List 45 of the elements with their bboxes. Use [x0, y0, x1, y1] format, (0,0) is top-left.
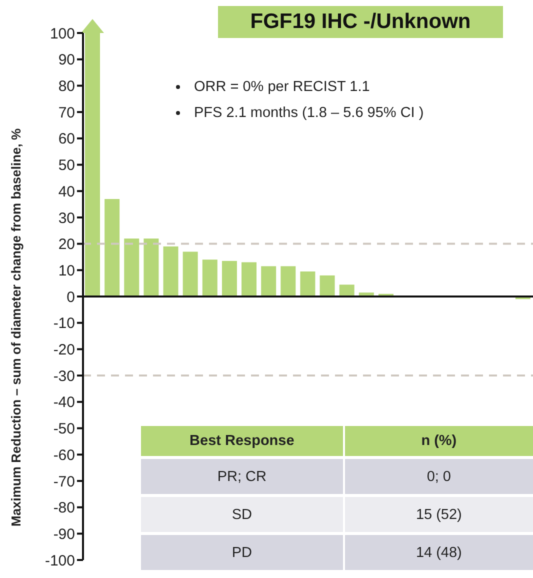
y-tick-label: 0 [66, 288, 75, 306]
annotation: 15 (52) [414, 506, 463, 524]
y-tick-label: 100 [50, 25, 75, 42]
bar [320, 275, 335, 296]
y-tick-label: 40 [58, 183, 75, 200]
chart-title: FGF19 IHC -/Unknown [218, 6, 503, 38]
y-axis-title: Maximum Reduction – sum of diameter change from baseline, % [8, 128, 24, 526]
y-tick-label: 60 [58, 130, 75, 148]
annotation: PD [141, 535, 345, 570]
bar [144, 238, 159, 296]
bar [242, 262, 257, 296]
y-tick-label: -20 [53, 342, 75, 359]
y-tick-label: -80 [53, 500, 75, 517]
y-tick-label: 80 [58, 78, 75, 96]
bar [124, 238, 140, 296]
bar [104, 199, 120, 296]
bar [182, 252, 198, 296]
annotation: PFS 2.1 months (1.8 – 5.6 95% CI ) [194, 105, 424, 121]
annotation: 14 (48) [414, 544, 463, 562]
y-tick-label: -70 [53, 473, 75, 490]
bar [280, 266, 296, 296]
y-tick-label: 70 [58, 104, 75, 122]
annotation: SD [141, 497, 345, 532]
y-tick-label: -40 [53, 394, 75, 412]
bar [222, 260, 237, 296]
bar [300, 271, 316, 296]
y-tick-label: -100 [44, 552, 75, 570]
y-tick-label: -50 [53, 420, 75, 438]
y-tick-label: 50 [58, 157, 75, 174]
bar [202, 260, 218, 296]
bar [339, 284, 354, 296]
y-tick-label: -60 [53, 446, 75, 464]
annotation: PR; CR [141, 459, 345, 494]
annotation: Best Response [141, 426, 345, 456]
y-tick-label: 30 [58, 210, 75, 227]
y-tick-label: 10 [58, 262, 75, 280]
y-tick-label: 20 [58, 236, 75, 254]
annotation: 0; 0 [426, 468, 452, 486]
bar [163, 246, 178, 296]
annotation: ORR = 0% per RECIST 1.1 [194, 79, 370, 95]
bar [261, 266, 276, 296]
y-tick-label: -90 [53, 526, 75, 543]
y-tick-label: 90 [58, 52, 75, 69]
y-tick-label: -30 [53, 368, 75, 385]
y-tick-label: -10 [53, 315, 75, 332]
